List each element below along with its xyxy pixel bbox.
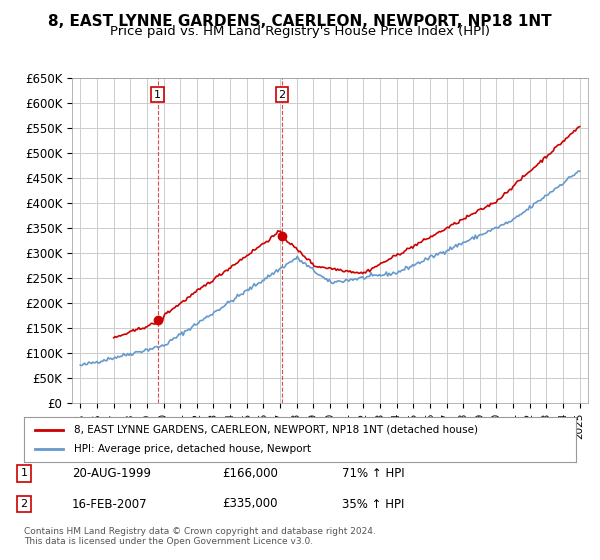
Text: 2: 2	[20, 499, 28, 509]
Text: 8, EAST LYNNE GARDENS, CAERLEON, NEWPORT, NP18 1NT (detached house): 8, EAST LYNNE GARDENS, CAERLEON, NEWPORT…	[74, 424, 478, 435]
Text: £166,000: £166,000	[222, 466, 278, 480]
Text: 35% ↑ HPI: 35% ↑ HPI	[342, 497, 404, 511]
Text: 16-FEB-2007: 16-FEB-2007	[72, 497, 148, 511]
Text: £335,000: £335,000	[222, 497, 277, 511]
Text: 20-AUG-1999: 20-AUG-1999	[72, 466, 151, 480]
Text: Price paid vs. HM Land Registry's House Price Index (HPI): Price paid vs. HM Land Registry's House …	[110, 25, 490, 38]
Text: Contains HM Land Registry data © Crown copyright and database right 2024.
This d: Contains HM Land Registry data © Crown c…	[24, 526, 376, 546]
Text: 1: 1	[20, 468, 28, 478]
Text: 71% ↑ HPI: 71% ↑ HPI	[342, 466, 404, 480]
Text: HPI: Average price, detached house, Newport: HPI: Average price, detached house, Newp…	[74, 445, 311, 455]
Text: 2: 2	[278, 90, 286, 100]
Text: 8, EAST LYNNE GARDENS, CAERLEON, NEWPORT, NP18 1NT: 8, EAST LYNNE GARDENS, CAERLEON, NEWPORT…	[48, 14, 552, 29]
Text: 1: 1	[154, 90, 161, 100]
